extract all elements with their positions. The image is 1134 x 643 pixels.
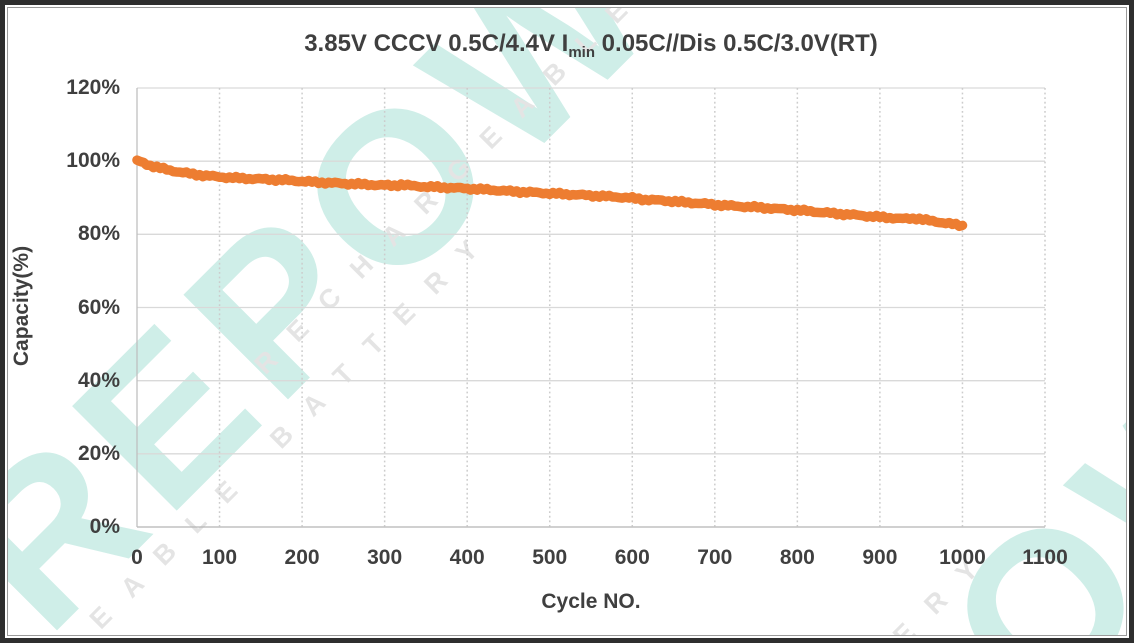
y-tick-label: 0% [89,515,120,538]
x-axis-title: Cycle NO. [541,590,641,613]
y-tick-label: 100% [66,149,120,173]
x-tick-label: 500 [532,546,568,569]
x-tick-label: 400 [449,546,485,569]
y-tick-label: 80% [77,222,120,246]
x-tick-label: 800 [779,546,815,569]
chart-title-subscript: min [568,43,596,61]
plot-canvas [132,87,1046,528]
x-tick-label: 100 [202,546,238,569]
x-tick-label: 600 [614,546,650,569]
x-tick-label: 1000 [939,546,986,569]
y-tick-label: 20% [77,441,120,465]
plot-area [132,87,1046,528]
y-tick-label: 40% [77,368,120,392]
y-tick-label: 120% [66,76,120,99]
y-tick-label: 60% [77,295,120,319]
x-tick-label: 700 [697,546,733,569]
x-tick-label: 0 [131,546,143,569]
chart-title: 3.85V CCCV 0.5C/4.4V Imin 0.05C//Dis 0.5… [137,30,1045,61]
x-tick-label: 200 [284,546,320,569]
capacity-series [132,155,968,232]
x-tick-label: 1100 [1022,546,1068,569]
chart-title-prefix: 3.85V CCCV 0.5C/4.4V I [304,30,569,57]
chart-title-suffix: 0.05C//Dis 0.5C/3.0V(RT) [595,30,878,57]
x-tick-label: 900 [862,546,898,569]
x-tick-label: 300 [367,546,403,569]
